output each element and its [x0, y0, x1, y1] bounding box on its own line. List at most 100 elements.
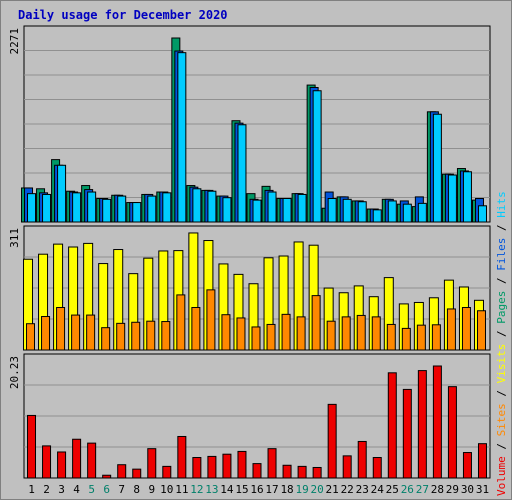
hits-bar [162, 192, 172, 223]
legend-sites: Sites [495, 403, 508, 436]
day-label: 1 [28, 483, 35, 496]
legend-separator: / [495, 324, 508, 344]
sites-bar [206, 289, 216, 351]
day-label: 10 [160, 483, 173, 496]
sites-bar [101, 327, 111, 351]
volume-bar [417, 370, 427, 479]
hits-bar [372, 209, 382, 223]
day-label: 19 [295, 483, 308, 496]
sites-bar [221, 314, 231, 351]
day-label: 27 [416, 483, 429, 496]
sites-bar [236, 317, 246, 351]
hits-bar [147, 195, 157, 223]
hits-bar [357, 201, 367, 223]
volume-bar [222, 453, 232, 479]
hits-bar [117, 195, 127, 223]
day-label: 2 [43, 483, 50, 496]
volume-bar [147, 448, 157, 479]
sites-bar [161, 321, 171, 351]
legend-separator: / [495, 218, 508, 238]
y-max-label: 311 [8, 228, 21, 248]
legend-volume: Volume [495, 456, 508, 496]
volume-bar [462, 452, 472, 479]
volume-bar [267, 448, 277, 479]
hits-bar [417, 202, 427, 223]
hits-bar [27, 193, 37, 223]
sites-bar [296, 316, 306, 351]
day-label: 17 [265, 483, 278, 496]
volume-bar [132, 468, 142, 479]
volume-bar [177, 435, 187, 479]
hits-bar [192, 188, 202, 223]
sites-bar [176, 294, 186, 351]
legend-visits: Visits [495, 344, 508, 384]
day-label: 29 [446, 483, 459, 496]
day-label: 9 [148, 483, 155, 496]
day-label: 26 [401, 483, 414, 496]
volume-bar [207, 455, 217, 479]
legend-files: Files [495, 238, 508, 271]
volume-bar [102, 474, 112, 479]
hits-bar [42, 193, 52, 223]
hits-bar [132, 202, 142, 223]
day-label: 14 [220, 483, 234, 496]
day-label: 25 [386, 483, 399, 496]
sites-series [26, 289, 486, 351]
sites-bar [191, 307, 201, 351]
day-label: 23 [356, 483, 369, 496]
day-label: 18 [280, 483, 293, 496]
day-label: 7 [118, 483, 125, 496]
volume-bar [42, 445, 52, 479]
day-label: 15 [235, 483, 248, 496]
hits-bar [252, 199, 262, 223]
day-axis-labels: 1 2 3 4 5 6 7 8 9 10 11 12 13 14 15 16 17 18 19 20 21 22 23 24 2… [28, 483, 489, 496]
hits-panel: 2271 [8, 25, 491, 223]
hits-bar [312, 90, 322, 223]
volume-bar [57, 451, 67, 479]
volume-bar [357, 440, 367, 479]
hits-series [27, 52, 487, 223]
sites-bar [341, 316, 351, 351]
legend-pages: Pages [495, 291, 508, 324]
hits-bar [207, 190, 217, 223]
day-label: 28 [431, 483, 444, 496]
day-label: 5 [88, 483, 95, 496]
sites-bar [116, 322, 126, 351]
volume-bar [87, 442, 97, 479]
sites-bar [476, 310, 486, 351]
sites-bar [251, 326, 261, 351]
hits-bar [282, 198, 292, 223]
volume-bar [372, 457, 382, 479]
day-label: 3 [58, 483, 65, 496]
day-label: 20 [311, 483, 324, 496]
sites-bar [416, 324, 426, 351]
sites-bar [326, 320, 336, 351]
day-label: 8 [133, 483, 140, 496]
volume-bar [447, 386, 457, 479]
hits-bar [327, 198, 337, 223]
sites-bar [26, 323, 36, 351]
day-label: 30 [461, 483, 474, 496]
volume-panel: 20.23 [8, 353, 491, 479]
legend-separator: / [495, 271, 508, 291]
y-max-label: 20.23 [8, 356, 21, 389]
day-label: 4 [73, 483, 80, 496]
day-label: 13 [205, 483, 218, 496]
hits-bar [462, 171, 472, 223]
sites-bar [386, 323, 396, 351]
hits-bar [387, 200, 397, 223]
volume-bar [297, 465, 307, 479]
day-label: 31 [476, 483, 489, 496]
day-label: 22 [341, 483, 354, 496]
chart-title: Daily usage for December 2020 [18, 8, 228, 22]
hits-bar [297, 193, 307, 223]
sites-bar [281, 313, 291, 351]
volume-bar [312, 466, 322, 479]
hits-bar [57, 164, 67, 223]
volume-series [27, 365, 487, 479]
volume-bar [237, 450, 247, 479]
sites-bar [86, 314, 96, 351]
volume-bar [477, 443, 487, 479]
volume-bar [27, 414, 37, 479]
volume-bar [192, 457, 202, 479]
